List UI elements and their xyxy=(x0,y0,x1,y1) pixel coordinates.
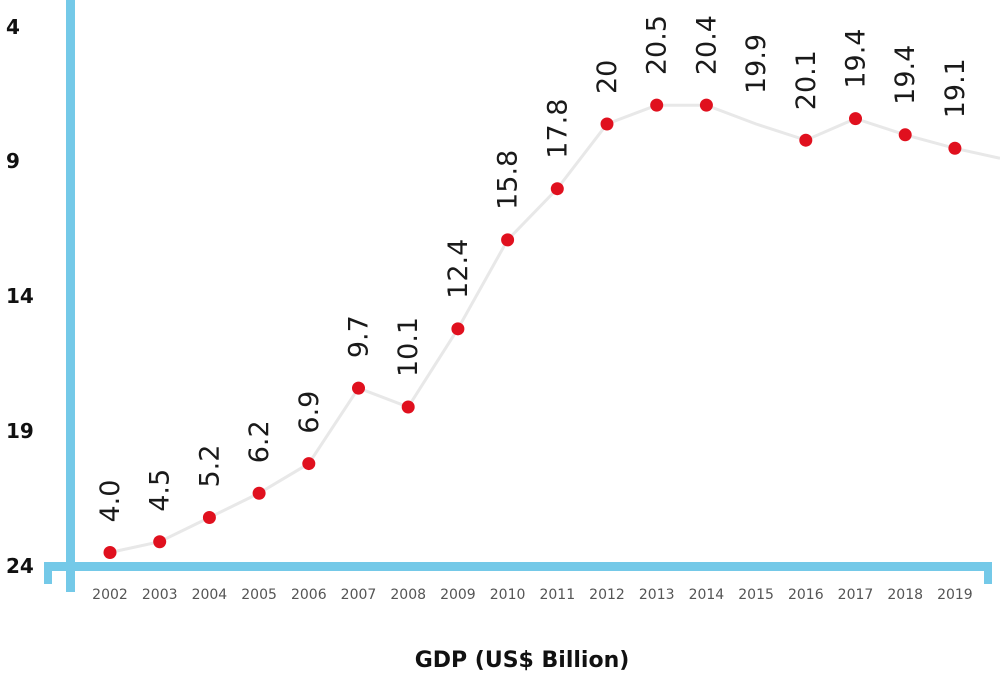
x-tick-label: 2011 xyxy=(539,587,575,603)
data-label: 19.1 xyxy=(940,58,971,118)
x-tick-label: 2005 xyxy=(241,587,277,603)
x-tick-label: 2010 xyxy=(490,587,526,603)
data-label: 17.8 xyxy=(542,99,573,159)
x-axis-title: GDP (US$ Billion) xyxy=(415,648,630,673)
data-label: 4.5 xyxy=(145,469,176,512)
x-axis-right-cap xyxy=(984,562,992,584)
data-label: 12.4 xyxy=(443,239,474,299)
x-tick-label: 2004 xyxy=(192,587,228,603)
data-label: 20 xyxy=(592,60,623,94)
data-label: 19.9 xyxy=(741,34,772,94)
data-point xyxy=(550,182,564,196)
y-tick-label: 4 xyxy=(6,15,20,39)
data-point xyxy=(352,381,365,395)
x-tick-label: 2014 xyxy=(689,587,725,603)
data-label: 20.5 xyxy=(642,15,673,75)
x-tick-label: 2016 xyxy=(788,587,824,603)
x-axis-left-cap xyxy=(44,562,52,584)
data-label: 15.8 xyxy=(493,150,524,210)
x-tick-label: 2018 xyxy=(887,587,923,603)
data-point xyxy=(103,546,117,560)
data-label: 10.1 xyxy=(393,317,424,377)
y-tick-label: 14 xyxy=(6,284,34,308)
data-point xyxy=(799,133,813,147)
data-point xyxy=(153,535,167,549)
data-point xyxy=(849,112,862,126)
y-tick-label: 19 xyxy=(6,419,34,443)
data-point xyxy=(202,510,216,524)
series-line xyxy=(109,103,1000,554)
data-label: 20.1 xyxy=(791,50,822,110)
data-point xyxy=(501,233,515,247)
data-label: 5.2 xyxy=(194,445,225,488)
chart-axes xyxy=(44,0,992,592)
data-point xyxy=(302,457,316,471)
x-tick-label: 2007 xyxy=(341,587,377,603)
y-tick-label: 24 xyxy=(6,554,34,578)
data-point xyxy=(898,128,912,142)
x-tick-label: 2008 xyxy=(390,587,426,603)
data-label: 4.0 xyxy=(95,480,126,523)
x-tick-labels: 2002 2003 2004 2005 2006 2007 2008 2009 2010 2011… xyxy=(92,587,973,603)
x-tick-label: 2015 xyxy=(738,587,774,603)
x-tick-label: 2009 xyxy=(440,587,476,603)
data-label: 6.9 xyxy=(294,391,325,434)
y-axis-line xyxy=(66,0,75,592)
y-tick-label: 9 xyxy=(6,149,20,173)
x-tick-label: 2019 xyxy=(937,587,973,603)
x-tick-label: 2013 xyxy=(639,587,675,603)
x-tick-label: 2002 xyxy=(92,587,128,603)
data-point xyxy=(451,322,465,336)
data-label: 20.4 xyxy=(691,15,722,75)
data-points xyxy=(103,98,962,560)
x-tick-label: 2006 xyxy=(291,587,327,603)
data-label: 9.7 xyxy=(344,315,375,358)
x-tick-label: 2017 xyxy=(838,587,874,603)
y-tick-labels: 4 9 14 19 24 xyxy=(6,15,34,578)
x-tick-label: 2003 xyxy=(142,587,178,603)
data-labels: 4.0 4.5 5.2 6.2 6.9 9.7 10.1 12.4 15.8 17.8 20 20.5… xyxy=(95,15,971,522)
data-point xyxy=(699,98,713,112)
data-point xyxy=(948,141,962,155)
data-point xyxy=(650,98,664,112)
data-label: 19.4 xyxy=(841,29,872,89)
data-point xyxy=(252,486,266,500)
data-label: 6.2 xyxy=(244,420,275,463)
x-tick-label: 2012 xyxy=(589,587,625,603)
x-axis-line xyxy=(44,562,992,571)
data-label: 19.4 xyxy=(890,45,921,105)
data-point xyxy=(600,117,614,131)
data-point xyxy=(401,400,415,414)
